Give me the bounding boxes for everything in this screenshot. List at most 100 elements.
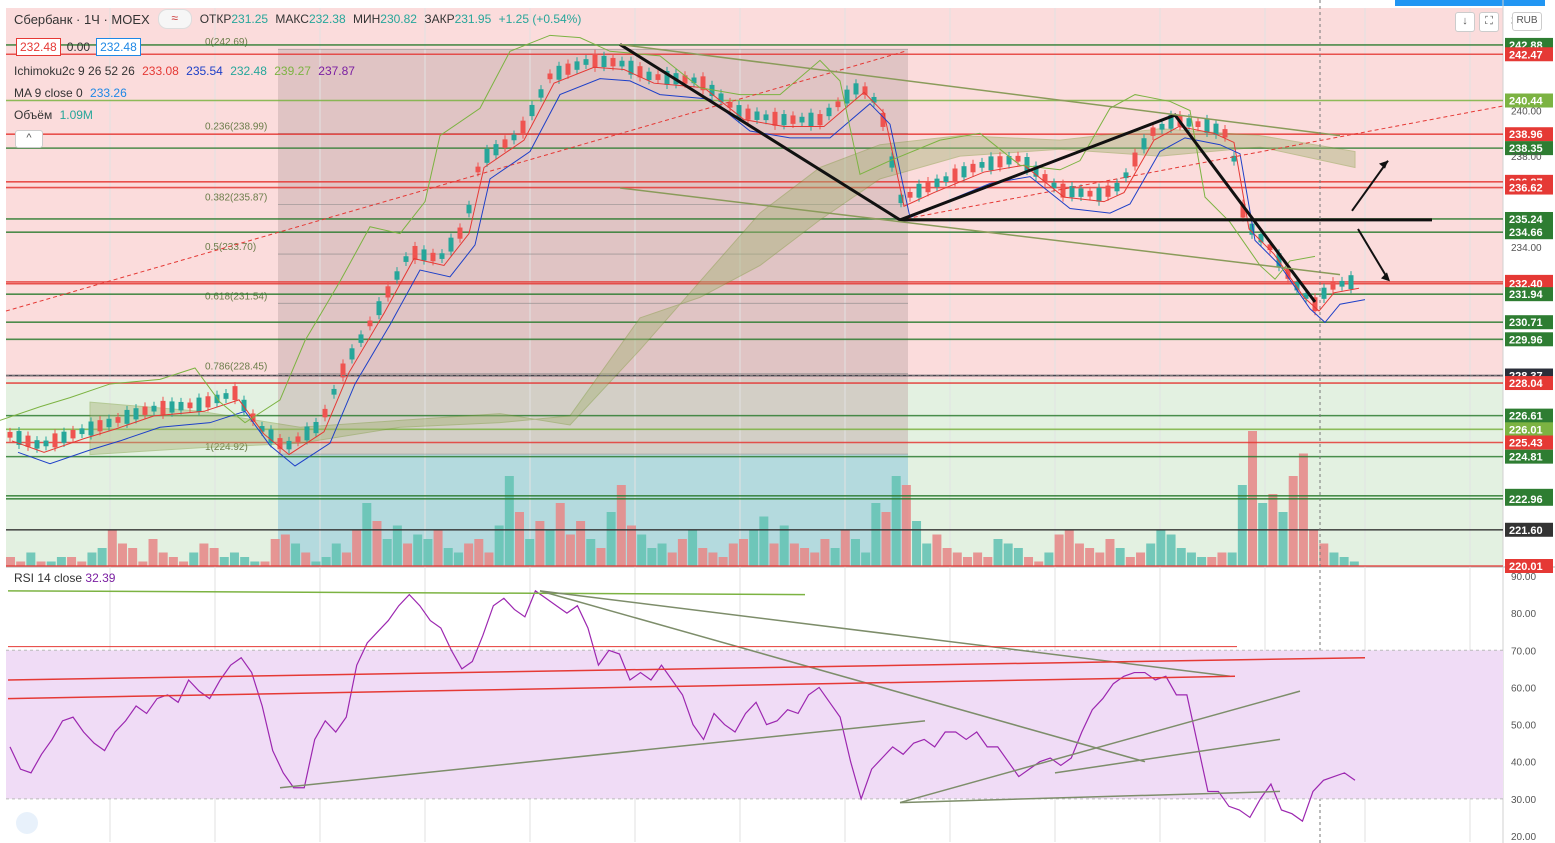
arrow-down-head xyxy=(1381,272,1390,282)
candle-body xyxy=(151,405,157,412)
ask-price[interactable]: 232.48 xyxy=(96,38,141,56)
price-label-bg xyxy=(1505,422,1553,437)
candle-body xyxy=(1321,287,1327,299)
volume-bar xyxy=(637,534,647,566)
volume-bar xyxy=(973,552,983,566)
rsi-trend-flat xyxy=(899,790,1281,804)
rsi-red-line-2 xyxy=(7,656,1366,681)
volume-bar xyxy=(881,512,891,566)
symbol-title[interactable]: Сбербанк · 1Ч · MOEX xyxy=(14,11,150,27)
candle-body xyxy=(196,397,202,412)
price-level-label: 235.24 xyxy=(1509,214,1544,226)
maximize-icon[interactable]: ⛶ xyxy=(1479,12,1499,32)
price-label-bg xyxy=(1505,47,1553,62)
high-value: 232.38 xyxy=(308,12,346,26)
candle-body xyxy=(952,168,958,183)
volume-bar xyxy=(922,543,932,566)
volume-bar xyxy=(1156,530,1166,566)
rsi-legend[interactable]: RSI 14 close 32.39 xyxy=(14,571,115,585)
volume-bar xyxy=(433,530,443,566)
volume-bar xyxy=(1034,561,1044,566)
candle-body xyxy=(304,426,310,441)
rsi-red-line xyxy=(7,675,1236,700)
volume-bar xyxy=(932,534,942,566)
volume-bar xyxy=(382,539,392,566)
candle-body xyxy=(1150,127,1156,136)
candle-body xyxy=(1015,155,1021,162)
volume-bar xyxy=(698,548,708,566)
candle-body xyxy=(529,104,535,117)
rsi-axis-tick: 20.00 xyxy=(1511,832,1536,843)
candle-body xyxy=(178,401,184,411)
candle-body xyxy=(1168,114,1174,129)
ma-name: MA 9 close 0 xyxy=(14,86,83,100)
volume-bar xyxy=(769,543,779,566)
volume-bar xyxy=(403,543,413,566)
volume-bar xyxy=(1013,548,1023,566)
ichimoku-value-2: 235.54 xyxy=(186,64,223,78)
candle-body xyxy=(619,60,625,67)
candle-body xyxy=(691,77,697,84)
candle-body xyxy=(925,181,931,193)
candle-body xyxy=(97,420,103,432)
volume-bar xyxy=(718,557,728,566)
candle-body xyxy=(1096,187,1102,202)
price-level-label: 228.04 xyxy=(1509,378,1544,390)
candle-body xyxy=(844,89,850,104)
ichimoku-cloud xyxy=(89,128,1356,456)
move-down-icon[interactable]: ↓ xyxy=(1455,12,1475,32)
candle-body xyxy=(889,156,895,168)
candle-body xyxy=(115,417,121,423)
volume-bar xyxy=(667,552,677,566)
volume-bar xyxy=(942,548,952,566)
volume-bar xyxy=(850,539,860,566)
volume-bar xyxy=(647,548,657,566)
volume-bar xyxy=(708,552,718,566)
candle-body xyxy=(583,59,589,65)
open-value: 231.25 xyxy=(231,12,269,26)
volume-bar xyxy=(1298,453,1308,566)
price-level-label: 225.43 xyxy=(1509,438,1543,450)
low-label: МИН xyxy=(352,12,381,26)
price-label-bg xyxy=(1505,287,1553,302)
volume-bar xyxy=(179,561,189,566)
volume-legend[interactable]: Объём 1.09M xyxy=(14,108,97,122)
volume-bar xyxy=(565,534,575,566)
ma-legend[interactable]: MA 9 close 0 233.26 xyxy=(14,86,131,100)
volume-bar xyxy=(301,552,311,566)
collapse-legend-button[interactable]: ^ xyxy=(15,130,43,148)
volume-bar xyxy=(962,557,972,566)
price-level-label: 238.96 xyxy=(1509,129,1543,141)
volume-bar xyxy=(606,512,616,566)
volume-bar xyxy=(1044,552,1054,566)
candle-body xyxy=(1060,183,1066,198)
volume-bar xyxy=(1227,552,1237,566)
volume-bar xyxy=(1125,557,1135,566)
compare-toggle-icon[interactable]: ≈ xyxy=(157,9,192,29)
price-level-label: 234.66 xyxy=(1509,227,1543,239)
volume-bar xyxy=(555,503,565,566)
ichimoku-legend[interactable]: Ichimoku2c 9 26 52 26 233.08 235.54 232.… xyxy=(14,64,359,78)
candle-body xyxy=(241,399,247,411)
price-level-label: 236.62 xyxy=(1509,183,1543,195)
currency-button[interactable]: RUB xyxy=(1512,12,1542,31)
candle-body xyxy=(160,400,166,415)
volume-bar xyxy=(688,530,698,566)
ichimoku-value-5: 237.87 xyxy=(318,64,355,78)
candle-body xyxy=(772,111,778,126)
candle-body xyxy=(763,114,769,121)
tradingview-logo-icon[interactable] xyxy=(16,812,38,834)
candle-body xyxy=(1213,123,1219,135)
candle-body xyxy=(385,286,391,298)
candle-body xyxy=(25,435,31,447)
candle-body xyxy=(457,227,463,239)
candle-body xyxy=(403,256,409,262)
candle-body xyxy=(655,74,661,80)
volume-bar xyxy=(545,530,555,566)
volume-bar xyxy=(6,557,15,566)
candle-body xyxy=(466,204,472,214)
ichimoku-name: Ichimoku2c 9 26 52 26 xyxy=(14,64,135,78)
bid-price[interactable]: 232.48 xyxy=(16,38,61,56)
candle-body xyxy=(1132,152,1138,167)
